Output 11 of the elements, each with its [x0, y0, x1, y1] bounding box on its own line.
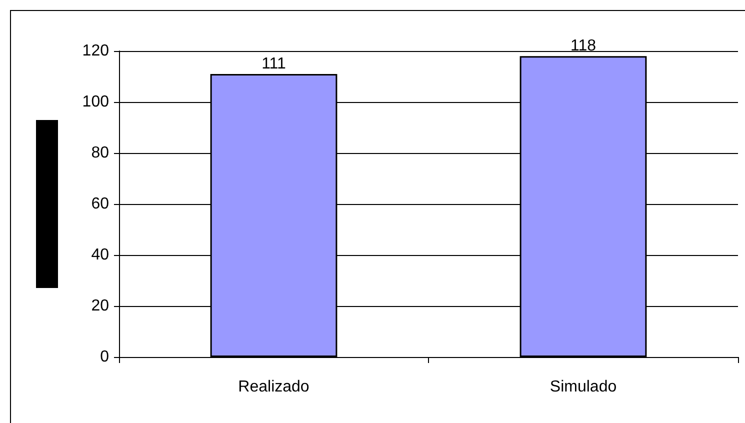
y-tick-label: 120 [82, 42, 110, 60]
y-tick-label: 40 [91, 246, 110, 264]
x-tick-label: Simulado [550, 378, 617, 396]
x-tick-label: Realizado [238, 378, 310, 396]
y-tick-label: 80 [91, 144, 110, 162]
data-label: 118 [570, 38, 596, 55]
y-tick-label: 100 [82, 94, 110, 110]
y-tick-label: 20 [91, 298, 110, 314]
data-label: 111 [262, 55, 286, 72]
y-tick-label: 0 [100, 348, 110, 366]
y-tick-label: 60 [91, 196, 110, 212]
